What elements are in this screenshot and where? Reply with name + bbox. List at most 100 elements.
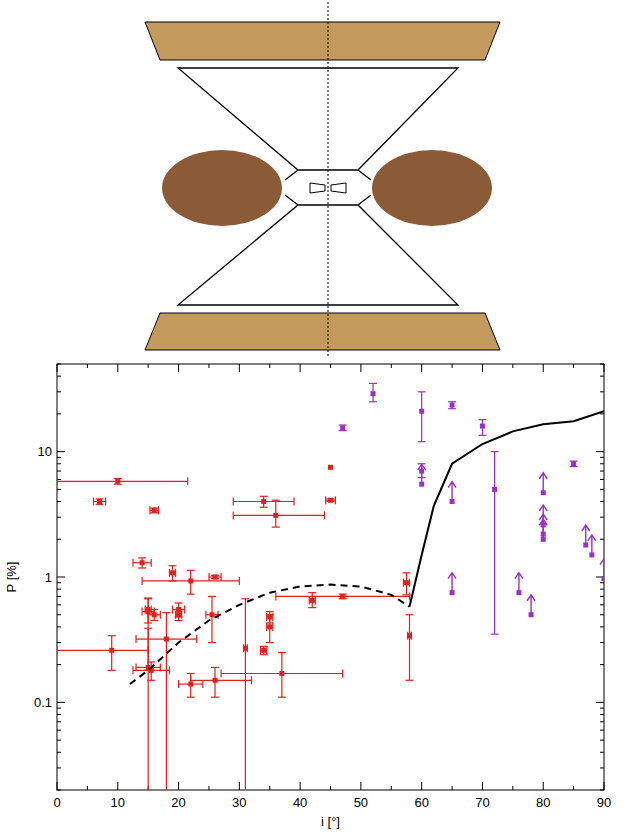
- x-error-cap: [181, 611, 182, 619]
- x-minor-tick: [573, 786, 574, 790]
- y-minor-tick: [57, 596, 61, 597]
- y-minor-tick: [57, 708, 61, 709]
- y-error-cap: [211, 697, 219, 698]
- y-error-cap: [418, 441, 426, 442]
- x-error-bar: [191, 680, 252, 681]
- y-minor-tick: [57, 517, 61, 518]
- y-minor-tick: [57, 471, 61, 472]
- y-minor-tick: [600, 626, 604, 627]
- x-minor-tick: [269, 786, 270, 790]
- x-error-cap: [57, 646, 58, 654]
- figure: 01020304050607080900.1110i [°]P [%]: [0, 0, 624, 840]
- data-point: [273, 513, 278, 518]
- x-minor-tick: [573, 364, 574, 368]
- x-tick-label: 30: [232, 795, 246, 810]
- series-1: [339, 383, 578, 634]
- x-tick-top: [360, 364, 361, 372]
- x-tick-label: 40: [293, 795, 307, 810]
- x-error-cap: [145, 606, 146, 614]
- x-error-cap: [309, 596, 310, 604]
- y-error-cap: [208, 596, 216, 597]
- x-error-cap: [233, 511, 234, 519]
- y-tick: [57, 577, 65, 578]
- y-error-cap: [260, 646, 268, 647]
- y-error-bar: [148, 628, 149, 790]
- data-point: [140, 560, 145, 565]
- y-minor-tick: [57, 642, 61, 643]
- data-point: [267, 624, 272, 629]
- y-error-cap: [187, 570, 195, 571]
- lower-limit-arrow: [448, 482, 456, 502]
- waist-edge: [358, 195, 371, 205]
- y-minor-tick: [57, 413, 61, 414]
- data-point: [602, 576, 605, 581]
- y-error-bar: [494, 452, 495, 635]
- y-error-cap: [175, 609, 183, 610]
- y-error-cap: [144, 628, 152, 629]
- x-error-cap: [57, 477, 58, 485]
- lower-limit-arrow: [539, 519, 547, 539]
- y-tick-label: 10: [38, 444, 52, 459]
- y-minor-tick: [57, 489, 61, 490]
- x-error-cap: [169, 666, 170, 674]
- y-error-cap: [272, 500, 280, 501]
- x-error-cap: [190, 676, 191, 684]
- y-minor-tick: [600, 479, 604, 480]
- y-error-cap: [108, 635, 116, 636]
- y-error-cap: [175, 620, 183, 621]
- y-error-cap: [448, 408, 456, 409]
- data-point: [541, 537, 546, 542]
- y-minor-tick: [600, 589, 604, 590]
- y-minor-tick: [600, 604, 604, 605]
- y-error-cap: [187, 697, 195, 698]
- x-tick-top: [300, 364, 301, 372]
- waist-edge: [358, 170, 371, 180]
- data-point: [261, 648, 266, 653]
- model-curve: [410, 411, 604, 606]
- y-minor-tick: [600, 471, 604, 472]
- x-error-cap: [233, 498, 234, 506]
- y-error-cap: [266, 614, 274, 615]
- x-minor-tick: [208, 364, 209, 368]
- x-minor-tick: [512, 786, 513, 790]
- x-error-bar: [233, 515, 324, 516]
- y-minor-tick: [57, 501, 61, 502]
- x-error-cap: [409, 592, 410, 600]
- x-error-bar: [57, 481, 188, 482]
- y-minor-tick: [57, 730, 61, 731]
- x-minor-tick: [452, 786, 453, 790]
- y-minor-tick: [57, 790, 61, 791]
- lower-limit-arrow: [588, 535, 596, 555]
- y-error-cap: [491, 634, 499, 635]
- y-minor-tick: [57, 457, 61, 458]
- plot-frame: [57, 364, 604, 790]
- y-error-cap: [108, 670, 116, 671]
- y-error-bar: [421, 392, 422, 442]
- y-error-cap: [187, 673, 195, 674]
- x-error-cap: [187, 477, 188, 485]
- x-error-cap: [205, 611, 206, 619]
- x-tick: [178, 782, 179, 790]
- x-tick-top: [57, 364, 58, 372]
- x-minor-tick: [391, 364, 392, 368]
- x-tick-top: [421, 364, 422, 372]
- data-point: [404, 580, 409, 585]
- lower-limit-arrow: [515, 573, 523, 593]
- x-error-cap: [93, 498, 94, 506]
- lower-limit-arrow: [448, 573, 456, 593]
- x-error-cap: [221, 573, 222, 581]
- y-minor-tick: [600, 463, 604, 464]
- y-error-bar: [409, 615, 410, 681]
- x-error-cap: [196, 635, 197, 643]
- x-error-cap: [325, 496, 326, 504]
- x-error-cap: [403, 579, 404, 587]
- data-point: [243, 646, 248, 651]
- waist-edge: [285, 195, 298, 205]
- x-tick-top: [178, 364, 179, 372]
- y-error-cap: [241, 598, 249, 599]
- lower-limit-arrow: [539, 473, 547, 493]
- y-error-cap: [138, 567, 146, 568]
- y-error-cap: [260, 496, 268, 497]
- x-tick: [239, 782, 240, 790]
- y-error-cap: [278, 652, 286, 653]
